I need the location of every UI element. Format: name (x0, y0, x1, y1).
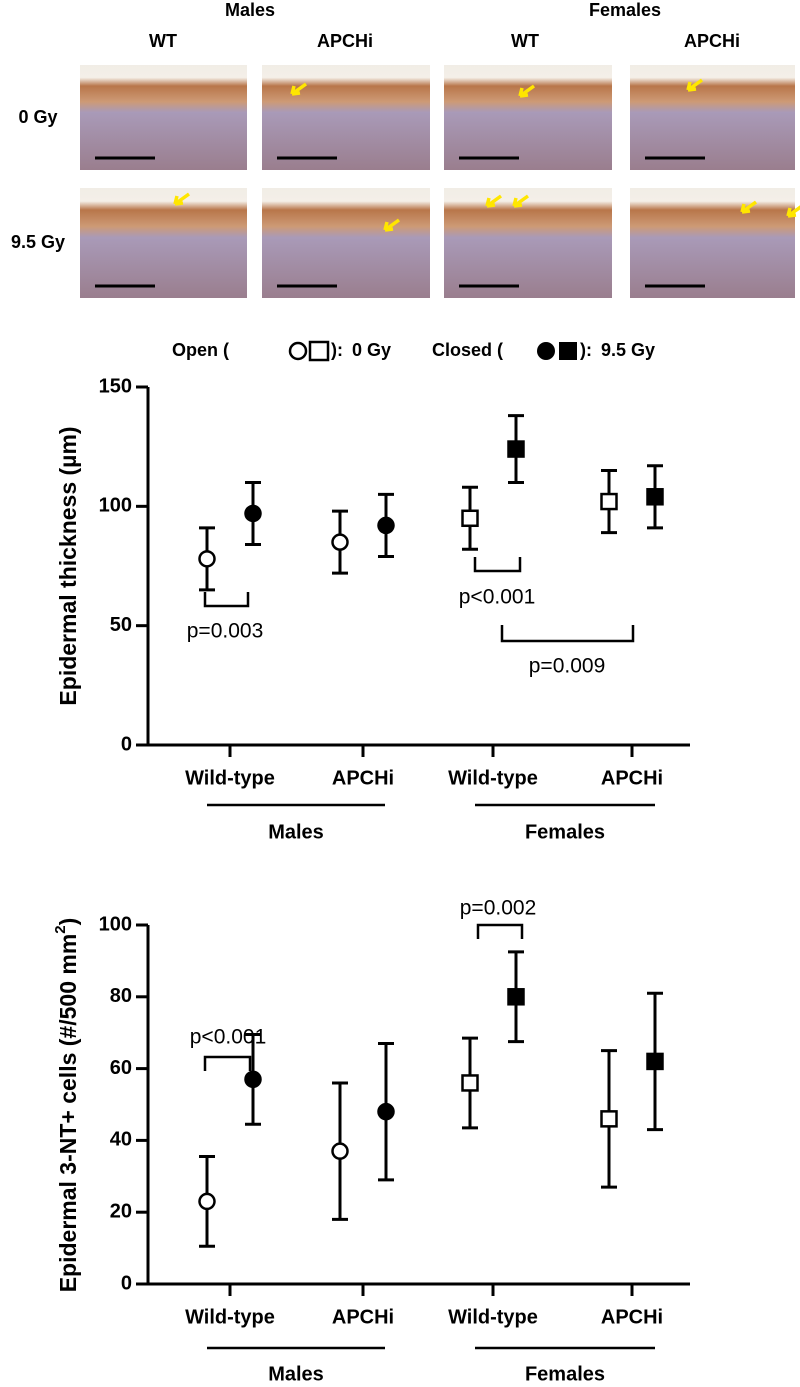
y-tick-label: 20 (110, 1200, 132, 1222)
x-tick-label: APCHi (601, 1306, 663, 1328)
annotation: p=0.003 (187, 620, 264, 643)
arrow (383, 218, 401, 232)
group-label: Males (268, 1363, 324, 1385)
marker (331, 533, 349, 551)
bracket (500, 625, 635, 643)
y-tick-label: 80 (110, 985, 132, 1007)
marker (507, 440, 525, 458)
micrograph (80, 65, 247, 170)
x-tick-label: APCHi (332, 1306, 394, 1328)
marker (461, 509, 479, 528)
x-tick-label: Wild-type (448, 1306, 538, 1328)
marker (377, 516, 395, 535)
group-header: Females (589, 0, 661, 20)
x-tick-label: APCHi (332, 767, 394, 789)
y-tick-label: 0 (121, 733, 132, 755)
column-header: WT (149, 31, 177, 51)
legend-symbol (308, 340, 330, 362)
legend-symbol (559, 342, 577, 360)
group-label: Males (268, 821, 324, 843)
y-axis-label: Epidermal thickness (µm) (55, 426, 81, 705)
y-axis-label-part: Epidermal 3-NT+ cells (#/500 mm (55, 934, 81, 1293)
arrow (290, 82, 308, 96)
row-header: 9.5 Gy (11, 232, 65, 252)
marker (244, 1070, 262, 1089)
arrow (485, 194, 503, 208)
legend-symbol (288, 341, 308, 361)
marker (198, 1192, 216, 1211)
annotation: p<0.001 (459, 586, 536, 609)
marker (244, 504, 262, 523)
x-tick-label: APCHi (601, 767, 663, 789)
column-header: WT (511, 31, 539, 51)
bracket (203, 1055, 252, 1071)
y-axis-label: Epidermal 3-NT+ cells (#/500 mm2) (52, 918, 81, 1293)
group-label: Females (525, 821, 605, 843)
marker (331, 1142, 349, 1160)
legend-symbol (537, 342, 555, 360)
group-label: Females (525, 1363, 605, 1385)
y-tick-label: 100 (99, 913, 132, 935)
micrograph (630, 188, 795, 298)
annotation: p<0.001 (190, 1026, 267, 1049)
legend-text: ): (580, 340, 592, 360)
annotation: p=0.002 (460, 897, 537, 920)
bracket (203, 592, 250, 608)
marker (377, 1102, 395, 1121)
x-tick-label: Wild-type (448, 767, 538, 789)
y-tick-label: 50 (110, 614, 132, 636)
y-tick-label: 60 (110, 1057, 132, 1079)
annotation: p=0.009 (529, 655, 606, 678)
y-tick-label: 100 (99, 495, 132, 517)
arrow (173, 192, 191, 206)
row-header: 0 Gy (18, 107, 57, 127)
arrow (740, 200, 758, 214)
marker (198, 550, 216, 568)
y-tick-label: 0 (121, 1272, 132, 1294)
y-tick-label: 40 (110, 1129, 132, 1151)
column-header: APCHi (684, 31, 740, 51)
marker (646, 1052, 664, 1071)
micrograph (80, 188, 247, 298)
micrograph (444, 188, 612, 298)
marker (600, 1110, 618, 1128)
arrow (686, 78, 704, 92)
legend-text: Closed ( (432, 340, 503, 360)
marker (507, 988, 525, 1006)
legend-text: 0 Gy (352, 340, 391, 360)
arrow (512, 194, 530, 208)
bracket (476, 923, 524, 939)
micrograph (630, 65, 795, 170)
legend-text: 9.5 Gy (601, 340, 655, 360)
group-header: Males (225, 0, 275, 20)
micrograph (262, 65, 430, 170)
x-tick-label: Wild-type (185, 767, 275, 789)
bracket (473, 557, 522, 573)
arrow (518, 84, 536, 98)
legend-text: ): (331, 340, 343, 360)
y-tick-label: 150 (99, 375, 132, 397)
y-axis-label-part: 2 (52, 925, 69, 933)
micrograph (444, 65, 612, 170)
column-header: APCHi (317, 31, 373, 51)
micrograph (262, 188, 430, 298)
y-axis-label-part: ) (55, 918, 81, 926)
x-tick-label: Wild-type (185, 1306, 275, 1328)
marker (461, 1074, 479, 1092)
marker (600, 492, 618, 511)
legend-text: Open ( (172, 340, 229, 360)
marker (646, 488, 664, 506)
